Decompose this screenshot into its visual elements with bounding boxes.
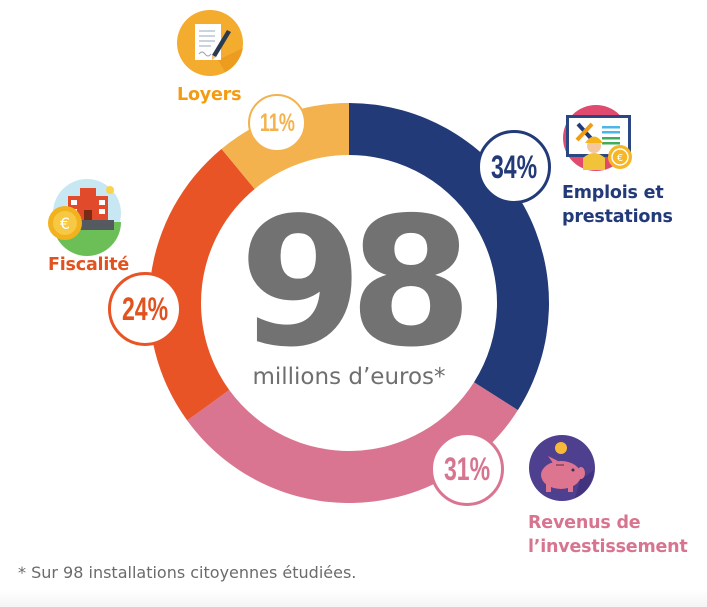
pct-badge-revenus: 31% [430, 432, 504, 506]
town-hall-coin-icon: € [48, 179, 121, 256]
piggy-bank-icon [529, 435, 595, 501]
pct-value: 24% [121, 290, 169, 327]
svg-text:€: € [617, 153, 623, 164]
footnote: * Sur 98 installations citoyennes étudié… [18, 563, 357, 582]
label-emplois: Emplois et prestations [562, 183, 673, 227]
pct-value: 34% [490, 148, 538, 185]
pct-badge-loyers: 11% [248, 94, 306, 152]
pct-value: 31% [443, 450, 491, 487]
label-fiscalite: Fiscalité [48, 255, 129, 275]
center-total-value: 98 [239, 179, 473, 386]
contract-signing-icon [177, 10, 243, 76]
worker-screen-icon: € [563, 105, 632, 171]
label-loyers: Loyers [177, 85, 242, 105]
pct-badge-fiscalite: 24% [108, 272, 182, 346]
pct-value: 11% [259, 108, 295, 137]
center-total-unit: millions d’euros* [252, 364, 446, 390]
donut-segment [149, 148, 255, 421]
pct-badge-emplois: 34% [477, 130, 551, 204]
label-revenus: Revenus de l’investissement [528, 513, 688, 557]
bottom-fade [0, 590, 707, 607]
svg-text:€: € [60, 214, 70, 233]
